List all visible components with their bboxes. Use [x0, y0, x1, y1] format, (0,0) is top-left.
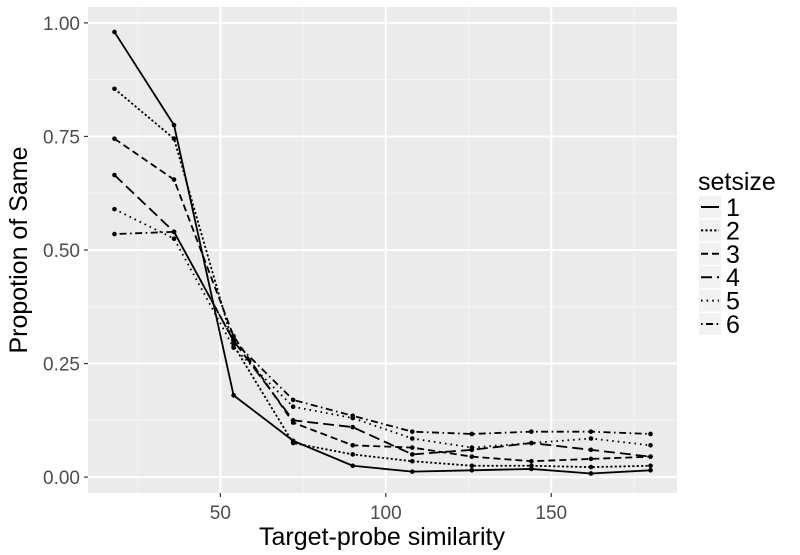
legend-label-1: 1 — [726, 194, 740, 222]
data-point-6 — [231, 338, 236, 344]
y-tick-label: 0.00 — [43, 468, 80, 489]
data-point-1 — [469, 467, 475, 473]
data-point-2 — [350, 452, 356, 457]
data-point-2 — [409, 458, 415, 464]
data-point-2 — [469, 463, 475, 469]
data-point-5 — [231, 345, 236, 350]
data-point-3 — [350, 443, 356, 448]
data-point-5 — [409, 436, 415, 441]
data-point-6 — [290, 397, 296, 403]
legend-label-2: 2 — [726, 217, 740, 245]
data-point-6 — [350, 413, 356, 419]
data-point-6 — [529, 429, 534, 434]
y-tick-label: 0.75 — [43, 127, 80, 148]
legend-label-4: 4 — [726, 264, 740, 292]
series-lines — [113, 31, 651, 475]
data-point-3 — [231, 333, 236, 339]
legend-key-5 — [699, 289, 721, 312]
data-point-4 — [350, 424, 356, 430]
data-point-6 — [409, 429, 415, 434]
data-point-6 — [469, 431, 475, 437]
data-point-5 — [290, 404, 296, 410]
data-point-1 — [112, 29, 117, 35]
x-axis-title: Target-probe similarity — [259, 523, 505, 551]
legend-label-5: 5 — [726, 288, 740, 316]
data-point-3 — [529, 458, 534, 464]
data-point-1 — [231, 393, 236, 398]
y-tick-label: 1.00 — [43, 14, 80, 35]
data-point-4 — [409, 452, 415, 457]
grid-major — [88, 7, 677, 493]
data-point-5 — [588, 436, 594, 441]
data-point-1 — [409, 469, 415, 474]
data-point-3 — [171, 177, 177, 182]
y-tick-label: 0.50 — [43, 241, 80, 262]
series-line-4 — [113, 174, 651, 458]
x-axis: 50 100 150 — [210, 493, 567, 524]
data-point-3 — [112, 136, 117, 142]
data-point-6 — [588, 429, 594, 434]
data-point-2 — [529, 463, 534, 469]
data-point-4 — [648, 454, 653, 459]
data-point-1 — [648, 467, 653, 473]
data-point-2 — [648, 463, 653, 469]
x-tick-label: 150 — [535, 503, 567, 524]
data-point-1 — [588, 471, 594, 476]
data-point-6 — [648, 431, 653, 437]
data-point-5 — [112, 206, 117, 212]
data-point-1 — [350, 463, 356, 469]
series-line-6 — [114, 230, 651, 435]
legend-label-3: 3 — [726, 241, 740, 269]
data-point-5 — [171, 236, 177, 241]
data-point-1 — [171, 122, 177, 128]
y-axis-title: Propotion of Same — [5, 146, 33, 353]
data-point-4 — [112, 172, 117, 178]
y-tick-label: 0.25 — [43, 355, 80, 376]
legend-label-6: 6 — [726, 311, 740, 339]
data-point-2 — [112, 86, 117, 92]
x-tick-label: 50 — [210, 503, 231, 524]
series-line-3 — [113, 137, 651, 463]
data-point-5 — [648, 443, 653, 448]
data-point-2 — [588, 464, 594, 470]
data-point-3 — [469, 454, 475, 459]
series-points — [112, 29, 653, 476]
legend-title: setsize — [698, 168, 776, 196]
x-tick-label: 100 — [370, 503, 402, 524]
data-point-2 — [171, 136, 177, 142]
data-point-6 — [171, 229, 177, 235]
data-point-4 — [588, 447, 594, 453]
data-point-4 — [290, 418, 296, 423]
data-point-5 — [529, 440, 534, 446]
data-point-1 — [529, 466, 534, 472]
data-point-2 — [290, 440, 296, 446]
y-axis: 0.00 0.25 0.50 0.75 1.00 — [43, 14, 88, 489]
data-point-6 — [112, 231, 117, 237]
data-point-3 — [409, 445, 415, 450]
series-line-2 — [113, 88, 651, 469]
legend-key-3 — [699, 242, 721, 265]
data-point-3 — [588, 456, 594, 462]
data-point-5 — [469, 445, 475, 450]
